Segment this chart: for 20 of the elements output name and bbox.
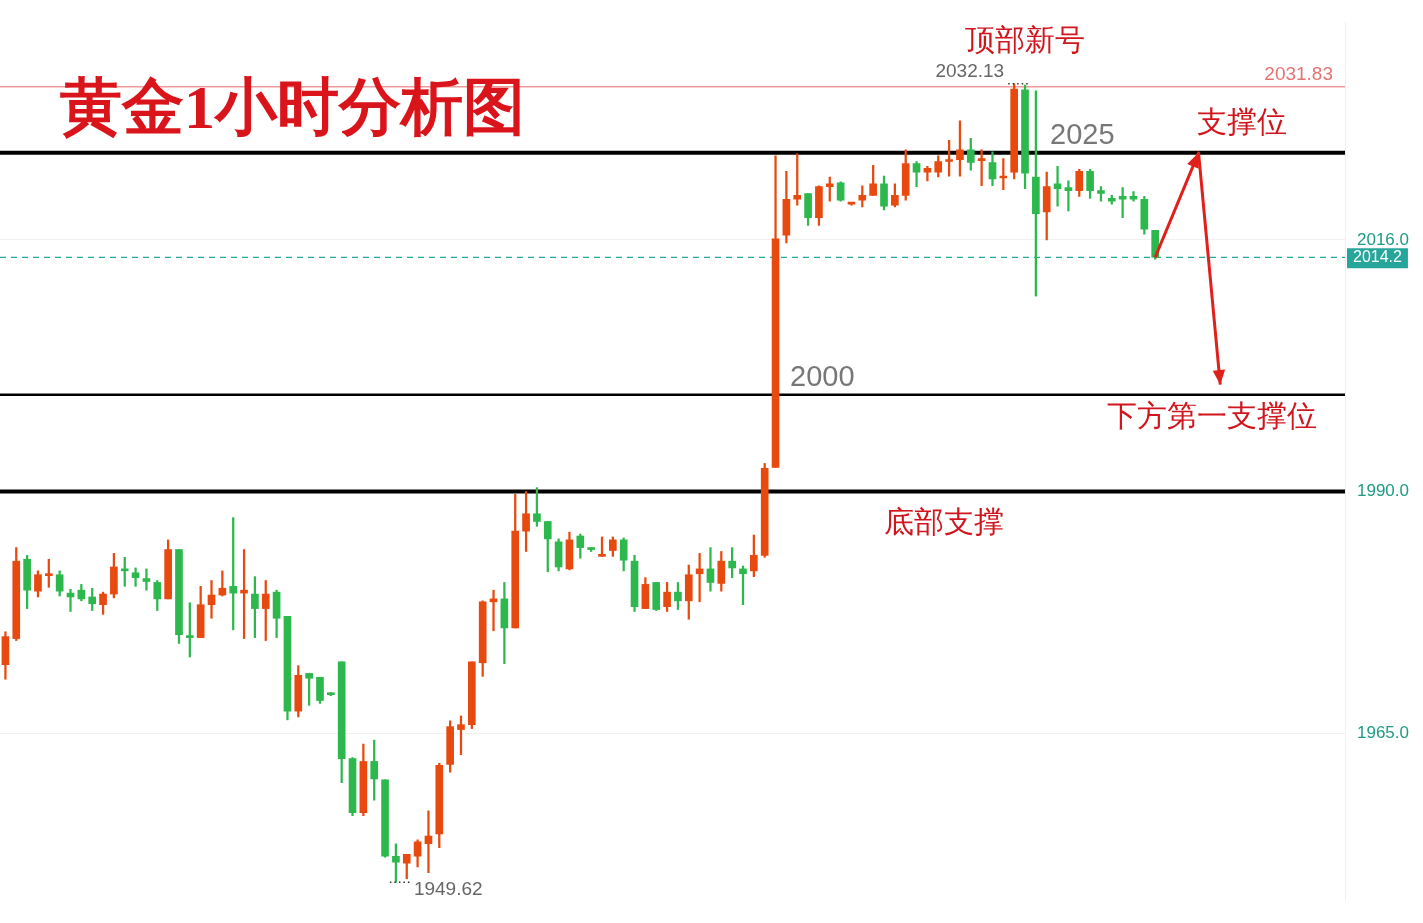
ref-line-label: 2025: [1050, 118, 1115, 151]
y-tick-label: 1965.0: [1357, 723, 1409, 743]
candlestick: [131, 567, 140, 587]
y-tick-label: 2016.0: [1357, 229, 1409, 249]
candlestick: [1064, 180, 1073, 212]
text: 黄金1小时分析图: [60, 73, 525, 142]
annotation: 顶部新号: [965, 22, 1085, 56]
candlestick: [142, 568, 151, 591]
annotation: 底部支撑: [884, 504, 1004, 538]
annotation: 下方第一支撑位: [1107, 398, 1317, 432]
ref-line-label: 2000: [790, 360, 855, 393]
ref-line-label: 2014.2: [1353, 247, 1403, 265]
annotation: 1949.62: [413, 877, 483, 899]
candlestick: [1129, 191, 1138, 202]
candlestick: [1053, 166, 1062, 207]
y-tick-label: 1990.0: [1357, 481, 1409, 501]
annotation: 支撑位: [1197, 104, 1287, 138]
ref-line-label: 2031.83: [1264, 63, 1333, 85]
annotation: 2032.13: [935, 59, 1005, 81]
candlestick: [706, 547, 715, 592]
